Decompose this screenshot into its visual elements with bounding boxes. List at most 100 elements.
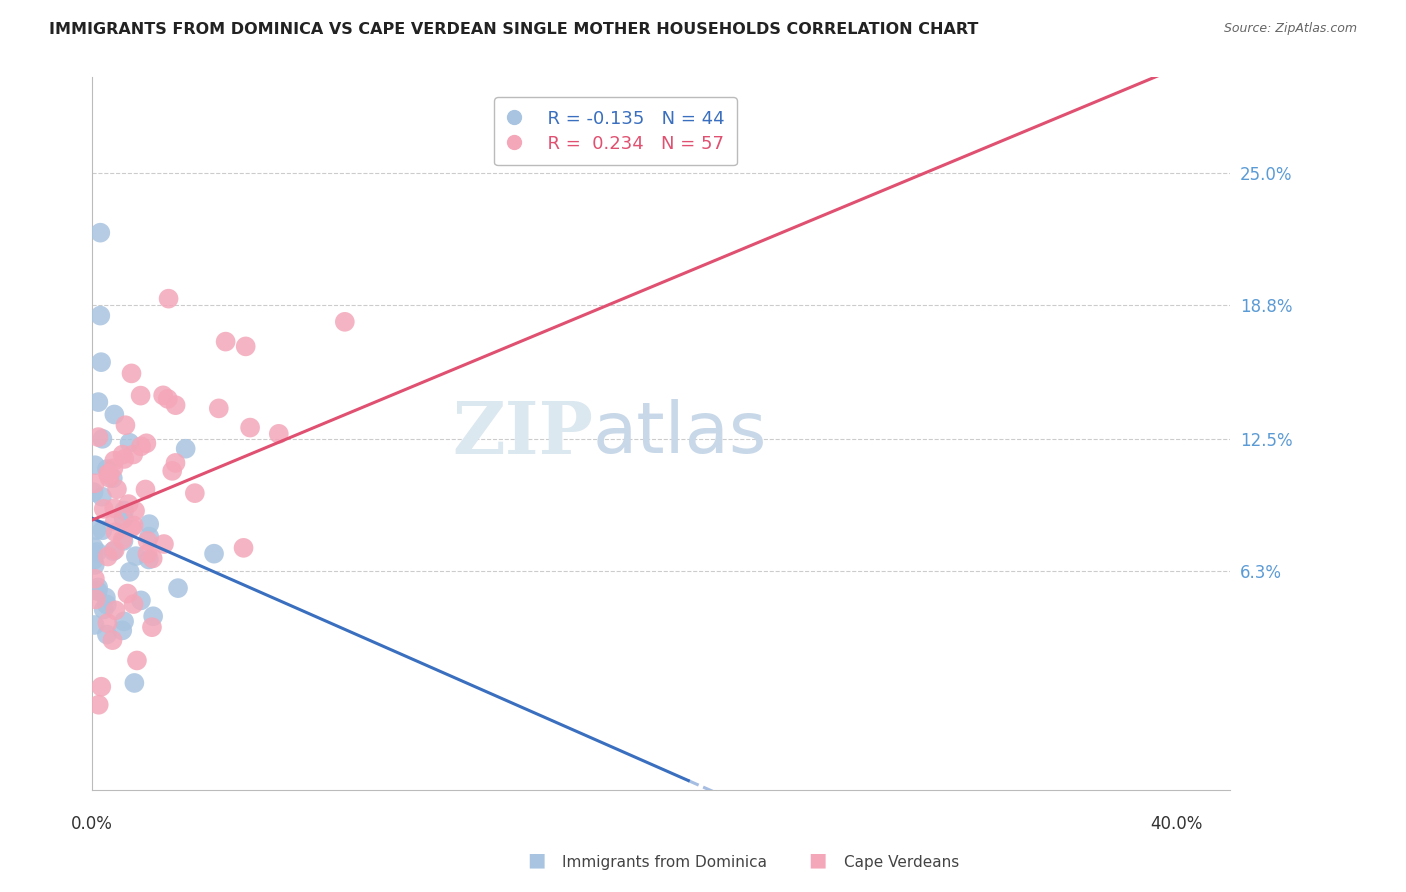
- Point: [101, 471, 124, 485]
- Point: [83, 572, 105, 586]
- Point: [103, 408, 125, 422]
- Point: [87, 698, 110, 712]
- Point: [86, 583, 108, 598]
- Point: [112, 511, 135, 525]
- Point: [87, 584, 110, 599]
- Point: [105, 482, 128, 496]
- Point: [165, 456, 187, 470]
- Point: [239, 420, 262, 434]
- Point: [141, 620, 163, 634]
- Text: 40.0%: 40.0%: [1150, 815, 1202, 833]
- Legend:   R = -0.135   N = 44,   R =  0.234   N = 57: R = -0.135 N = 44, R = 0.234 N = 57: [495, 97, 737, 165]
- Point: [117, 497, 139, 511]
- Text: ZIP: ZIP: [453, 398, 593, 469]
- Point: [202, 547, 225, 561]
- Point: [96, 627, 118, 641]
- Point: [117, 586, 139, 600]
- Point: [97, 467, 120, 481]
- Point: [104, 525, 127, 540]
- Point: [83, 558, 105, 572]
- Point: [122, 597, 145, 611]
- Point: [90, 355, 112, 369]
- Point: [111, 448, 134, 462]
- Point: [84, 592, 107, 607]
- Point: [84, 523, 107, 537]
- Point: [96, 462, 118, 476]
- Point: [160, 464, 183, 478]
- Point: [129, 389, 152, 403]
- Point: [91, 523, 114, 537]
- Point: [94, 591, 117, 605]
- Point: [174, 442, 197, 456]
- Point: [156, 392, 179, 406]
- Point: [142, 551, 165, 566]
- Point: [103, 501, 125, 516]
- Point: [89, 226, 111, 240]
- Point: [86, 545, 108, 559]
- Point: [101, 544, 124, 558]
- Point: [90, 680, 112, 694]
- Point: [93, 501, 115, 516]
- Point: [83, 540, 105, 554]
- Point: [83, 476, 105, 491]
- Point: [134, 483, 156, 497]
- Point: [112, 503, 135, 517]
- Point: [129, 439, 152, 453]
- Point: [89, 309, 111, 323]
- Point: [93, 602, 115, 616]
- Text: Source: ZipAtlas.com: Source: ZipAtlas.com: [1223, 22, 1357, 36]
- Point: [112, 533, 135, 548]
- Point: [142, 609, 165, 624]
- Point: [138, 517, 160, 532]
- Point: [124, 676, 146, 690]
- Point: [91, 432, 114, 446]
- Point: [111, 533, 134, 547]
- Point: [165, 398, 187, 412]
- Point: [122, 448, 145, 462]
- Point: [84, 458, 107, 473]
- Point: [208, 401, 231, 416]
- Point: [235, 339, 257, 353]
- Point: [83, 485, 105, 500]
- Text: ■: ■: [808, 851, 827, 870]
- Point: [153, 537, 176, 551]
- Point: [267, 426, 290, 441]
- Point: [121, 520, 143, 534]
- Point: [112, 452, 135, 467]
- Point: [87, 430, 110, 444]
- Point: [96, 616, 118, 631]
- Text: ■: ■: [527, 851, 546, 870]
- Point: [125, 653, 148, 667]
- Point: [103, 453, 125, 467]
- Text: 0.0%: 0.0%: [72, 815, 112, 833]
- Point: [152, 388, 174, 402]
- Point: [111, 624, 134, 638]
- Text: Cape Verdeans: Cape Verdeans: [844, 855, 959, 870]
- Point: [184, 486, 207, 500]
- Point: [87, 395, 110, 409]
- Point: [124, 504, 146, 518]
- Point: [90, 490, 112, 504]
- Point: [97, 549, 120, 564]
- Point: [129, 593, 152, 607]
- Point: [98, 467, 121, 481]
- Point: [136, 533, 159, 548]
- Point: [138, 552, 160, 566]
- Text: IMMIGRANTS FROM DOMINICA VS CAPE VERDEAN SINGLE MOTHER HOUSEHOLDS CORRELATION CH: IMMIGRANTS FROM DOMINICA VS CAPE VERDEAN…: [49, 22, 979, 37]
- Point: [101, 633, 124, 648]
- Point: [214, 334, 236, 349]
- Point: [104, 543, 127, 558]
- Point: [157, 292, 180, 306]
- Point: [135, 436, 157, 450]
- Point: [112, 615, 135, 629]
- Text: atlas: atlas: [593, 399, 768, 468]
- Point: [121, 367, 143, 381]
- Point: [83, 553, 105, 567]
- Point: [167, 581, 190, 595]
- Point: [87, 581, 110, 595]
- Text: Immigrants from Dominica: Immigrants from Dominica: [562, 855, 768, 870]
- Point: [98, 471, 121, 485]
- Point: [104, 603, 127, 617]
- Point: [83, 546, 105, 560]
- Point: [104, 515, 127, 529]
